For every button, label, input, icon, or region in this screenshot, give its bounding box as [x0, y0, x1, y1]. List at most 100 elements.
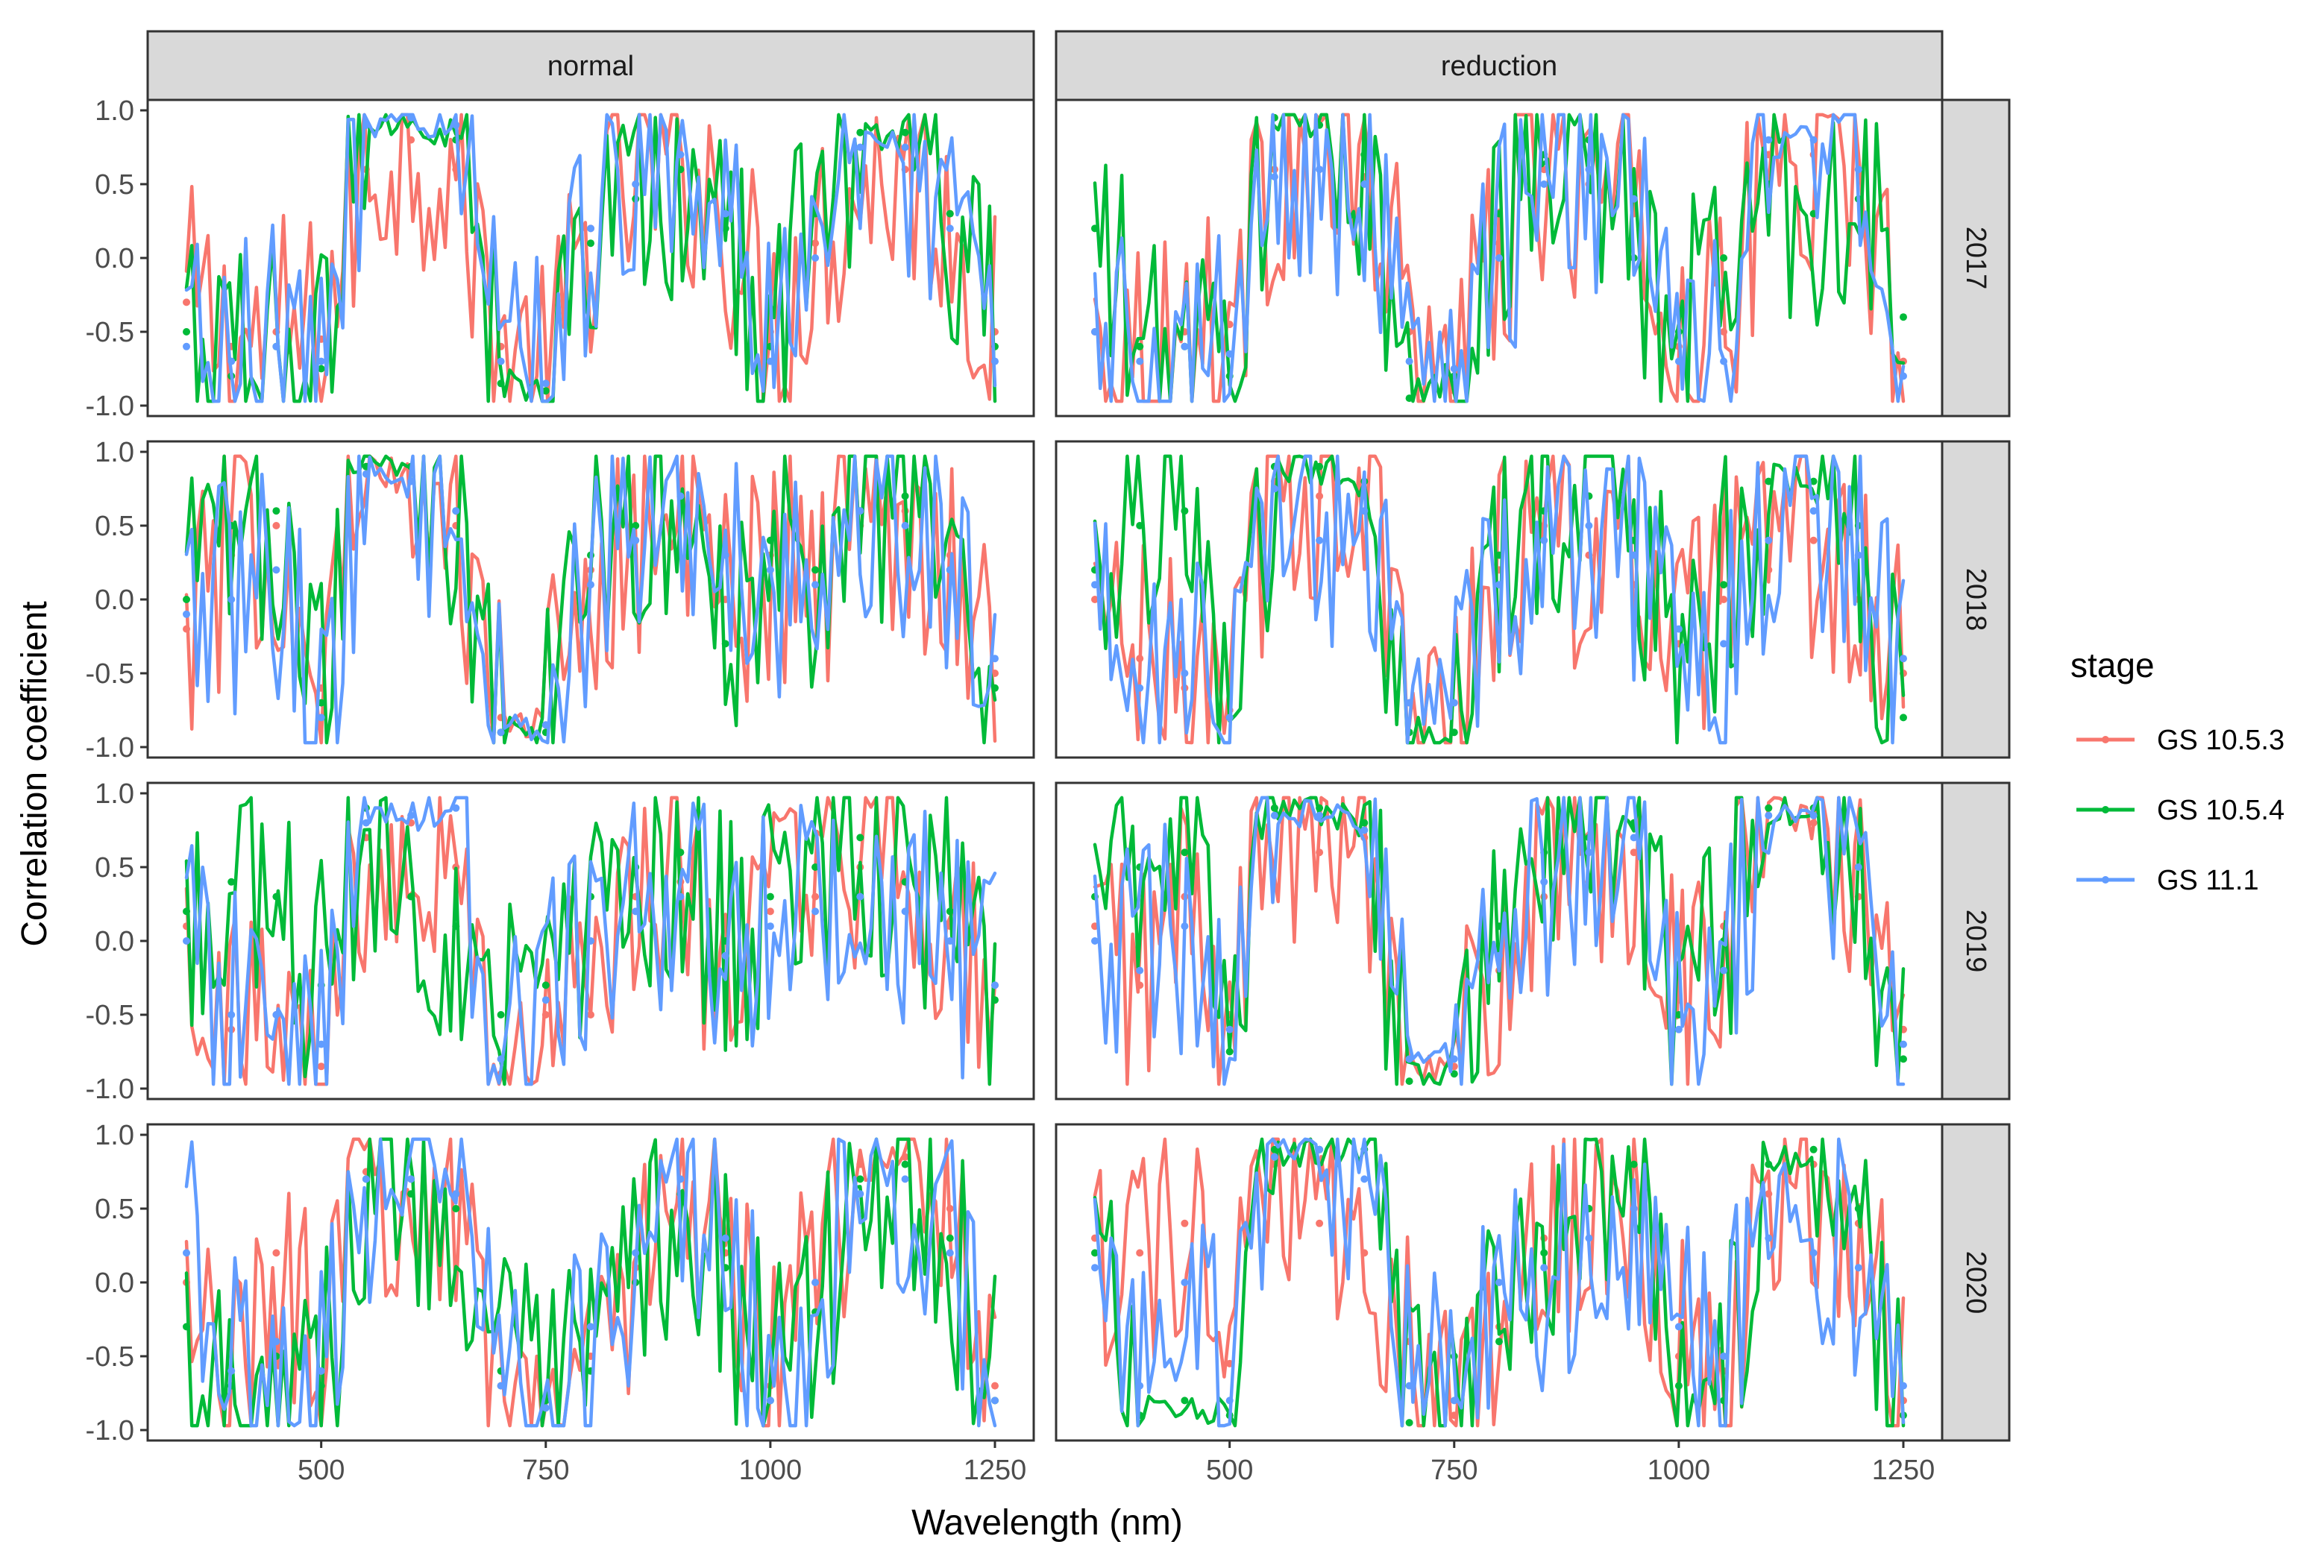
y-tick-label: 1.0 — [95, 95, 134, 127]
data-point — [1495, 922, 1503, 931]
series-line-gs-11-1-reduction-2019 — [1093, 796, 1906, 1086]
y-tick-label: 0.5 — [95, 852, 134, 884]
data-point — [721, 1234, 729, 1242]
data-point — [1540, 878, 1548, 886]
data-point — [811, 907, 820, 916]
data-point — [541, 1404, 550, 1412]
data-point — [362, 470, 370, 478]
data-point — [1765, 1234, 1773, 1242]
data-point — [1225, 1025, 1234, 1033]
data-point — [1181, 1279, 1189, 1286]
data-point — [1405, 357, 1413, 365]
data-point — [183, 937, 190, 945]
data-point — [1765, 811, 1773, 819]
data-point — [721, 551, 729, 559]
data-point — [1270, 1145, 1278, 1153]
data-point — [1316, 848, 1324, 857]
y-tick-label: 0.5 — [95, 511, 134, 542]
data-point — [183, 610, 190, 618]
data-point — [1181, 507, 1189, 515]
data-point — [991, 1397, 999, 1405]
data-point — [1809, 811, 1818, 819]
data-point — [1316, 166, 1324, 174]
y-tick-label: 0.0 — [95, 585, 134, 616]
data-point — [1630, 1160, 1638, 1168]
data-point — [587, 239, 594, 248]
data-point — [1181, 670, 1189, 677]
x-tick-label: 500 — [298, 1455, 345, 1486]
data-point — [1900, 1040, 1907, 1048]
data-point — [227, 1367, 236, 1375]
data-point — [856, 128, 864, 136]
y-tick-label: 0.0 — [95, 926, 134, 957]
x-tick-label: 1250 — [1872, 1455, 1935, 1486]
data-point — [901, 128, 909, 136]
legend-key-point — [2102, 876, 2109, 884]
data-point — [183, 907, 190, 916]
data-point — [632, 522, 640, 529]
data-point — [183, 1249, 190, 1257]
data-point — [1360, 826, 1369, 834]
data-point — [1405, 1382, 1413, 1390]
data-point — [901, 1153, 909, 1161]
data-point — [1360, 819, 1369, 827]
data-point — [1136, 966, 1144, 975]
x-tick-label: 1250 — [964, 1455, 1027, 1486]
x-tick-label: 1000 — [1648, 1455, 1711, 1486]
data-point — [1495, 581, 1503, 589]
y-tick-label: 0.0 — [95, 1268, 134, 1299]
panel-normal-2017 — [146, 98, 1035, 418]
data-point — [407, 1190, 415, 1198]
data-point — [1854, 166, 1862, 174]
data-point — [1360, 180, 1369, 188]
data-point — [856, 1190, 864, 1198]
data-point — [946, 1249, 954, 1257]
data-point — [452, 1205, 460, 1212]
data-point — [766, 566, 774, 574]
data-point — [1854, 1264, 1862, 1272]
data-point — [1136, 1249, 1144, 1257]
data-point — [1181, 848, 1189, 857]
data-point — [1136, 522, 1144, 529]
data-point — [721, 210, 729, 218]
data-point — [407, 136, 415, 144]
data-point — [452, 922, 460, 931]
data-point — [1091, 224, 1099, 233]
data-point — [721, 640, 729, 648]
data-point — [272, 566, 280, 574]
y-tick-label: -1.0 — [86, 391, 134, 422]
series-line-gs-10-5-4-normal-2020 — [184, 1137, 997, 1428]
data-point — [901, 143, 909, 151]
data-point — [452, 121, 460, 129]
strip-label-reduction: reduction — [1441, 51, 1557, 82]
data-point — [183, 328, 190, 336]
data-point — [1316, 1145, 1324, 1153]
data-point — [946, 224, 954, 233]
data-point — [1720, 581, 1728, 589]
series-line-gs-11-1-reduction-2017 — [1093, 113, 1906, 403]
data-point — [766, 1397, 774, 1405]
series-line-gs-11-1-normal-2017 — [184, 113, 997, 403]
y-axis-title: Correlation coefficient — [15, 601, 54, 946]
data-point — [227, 1011, 236, 1018]
data-point — [452, 804, 460, 812]
data-point — [856, 143, 864, 151]
x-tick-label: 1000 — [739, 1455, 803, 1486]
series-line-gs-11-1-reduction-2020 — [1093, 1137, 1906, 1428]
strip-2019 — [1941, 781, 2011, 1101]
row-strips: 2017 2018 2019 2020 — [1941, 98, 2011, 1442]
data-point — [1495, 1279, 1503, 1286]
data-point — [1316, 811, 1324, 819]
data-point — [766, 892, 774, 901]
data-point — [1495, 1338, 1503, 1346]
data-point — [497, 1011, 505, 1018]
data-point — [497, 357, 505, 365]
y-tick-label: -0.5 — [86, 1341, 134, 1373]
data-point — [1405, 394, 1413, 403]
data-point — [1360, 507, 1369, 515]
axes: -1.0 -0.5 0.0 0.5 1.0 -1.0 -0.5 0.0 0.5 1.0 -1.0 -0… — [86, 95, 1935, 1486]
data-point — [1765, 804, 1773, 812]
data-point — [1270, 1153, 1278, 1161]
x-tick-label: 750 — [522, 1455, 569, 1486]
